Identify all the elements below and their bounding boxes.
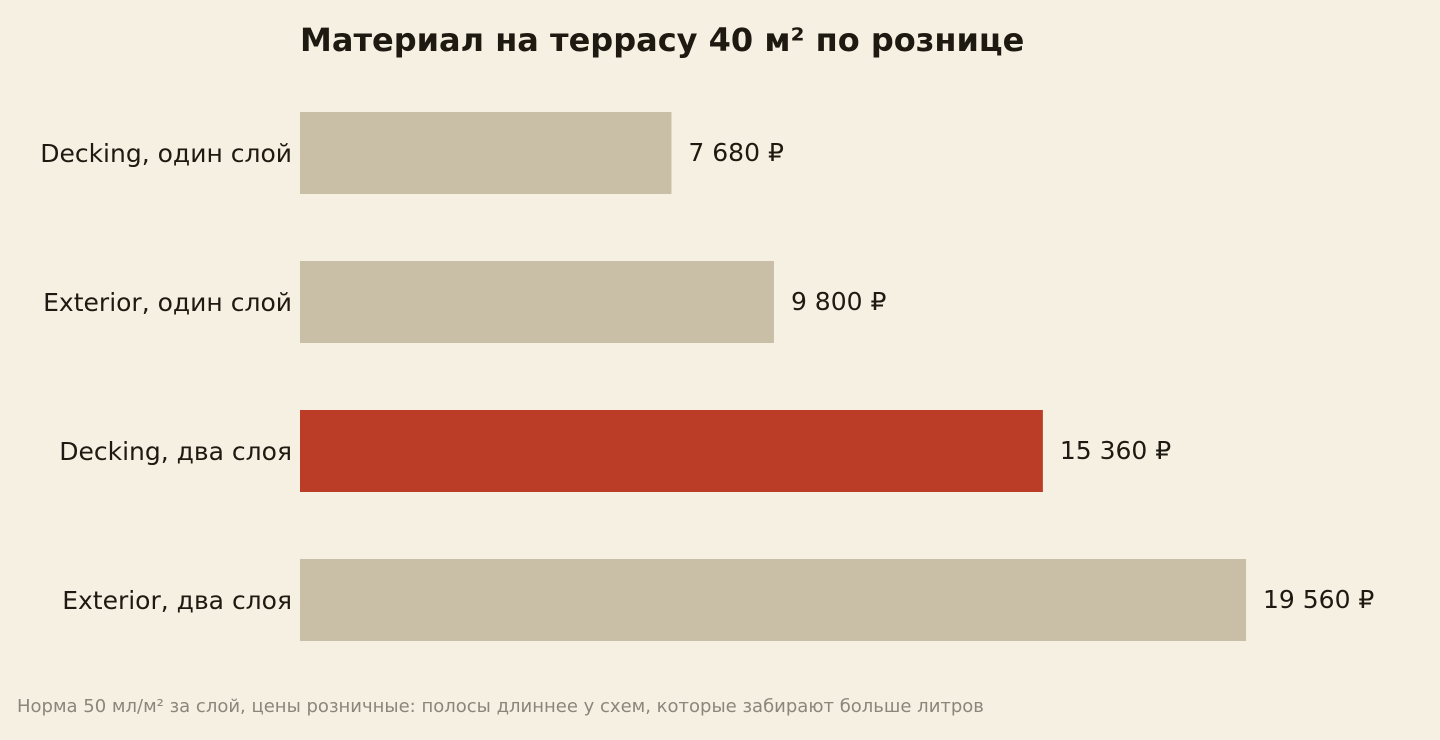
- value-label: 9 800 ₽: [791, 287, 887, 316]
- bar-4: [300, 559, 1246, 641]
- bar-1: [300, 112, 672, 194]
- chart-title: Материал на террасу 40 м² по рознице: [300, 21, 1024, 59]
- category-label: Decking, два слоя: [59, 437, 292, 466]
- category-label: Exterior, один слой: [43, 288, 292, 317]
- bar-3: [300, 410, 1043, 492]
- value-label: 7 680 ₽: [688, 138, 784, 167]
- footnote: Норма 50 мл/м² за слой, цены розничные: …: [17, 696, 984, 717]
- category-label: Decking, один слой: [40, 139, 292, 168]
- value-label: 19 560 ₽: [1263, 585, 1374, 614]
- value-label: 15 360 ₽: [1060, 436, 1171, 465]
- bar-2: [300, 261, 774, 343]
- bars-group: Decking, один слой 7 680 ₽ Exterior, один …: [40, 112, 1374, 641]
- category-label: Exterior, два слоя: [62, 586, 292, 615]
